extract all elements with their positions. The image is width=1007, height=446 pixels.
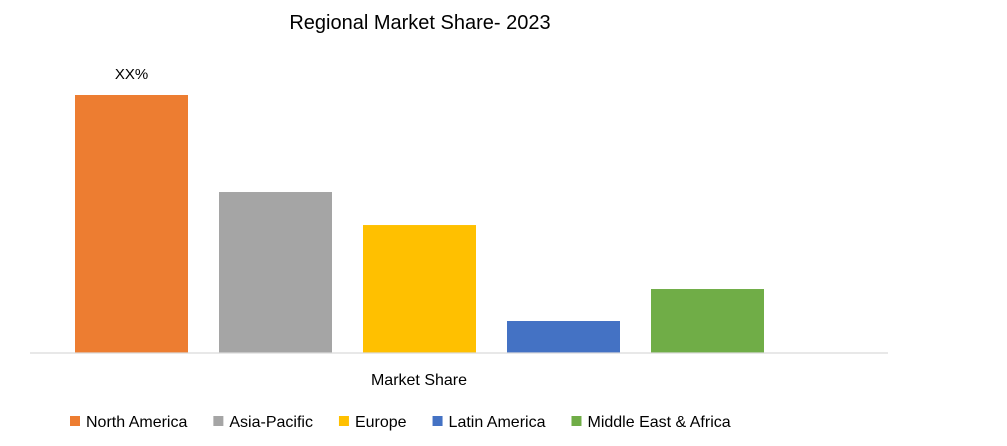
legend-label-latin-america: Latin America xyxy=(449,414,546,431)
data-label-north-america: XX% xyxy=(115,66,148,83)
bar-asia-pacific xyxy=(219,192,332,353)
legend-item-middle-east-and-africa: Middle East & Africa xyxy=(571,414,731,431)
legend-swatch-north-america xyxy=(70,416,80,426)
legend-label-middle-east-and-africa: Middle East & Africa xyxy=(587,414,730,431)
bar-middle-east-and-africa xyxy=(651,289,764,353)
bars-group xyxy=(75,95,764,353)
legend-item-europe: Europe xyxy=(338,414,407,431)
legend-label-north-america: North America xyxy=(86,414,187,431)
bar-europe xyxy=(363,225,476,353)
legend-item-north-america: North America xyxy=(70,414,187,431)
legend-swatch-asia-pacific xyxy=(213,416,224,426)
legend-label-europe: Europe xyxy=(355,414,407,431)
data-labels-group: XX% xyxy=(115,66,148,83)
legend-item-asia-pacific: Asia-Pacific xyxy=(213,414,313,431)
bar-latin-america xyxy=(507,321,620,353)
legend-swatch-latin-america xyxy=(432,416,443,426)
chart-title: Regional Market Share- 2023 xyxy=(289,12,550,34)
x-axis-label: Market Share xyxy=(371,372,467,389)
bar-north-america xyxy=(75,95,188,353)
legend-label-asia-pacific: Asia-Pacific xyxy=(229,414,313,431)
legend-swatch-europe xyxy=(338,416,349,426)
legend-swatch-middle-east-and-africa xyxy=(571,416,582,426)
legend: North America Asia-Pacific Europe Latin Ame… xyxy=(70,414,731,431)
legend-item-latin-america: Latin America xyxy=(432,414,546,431)
